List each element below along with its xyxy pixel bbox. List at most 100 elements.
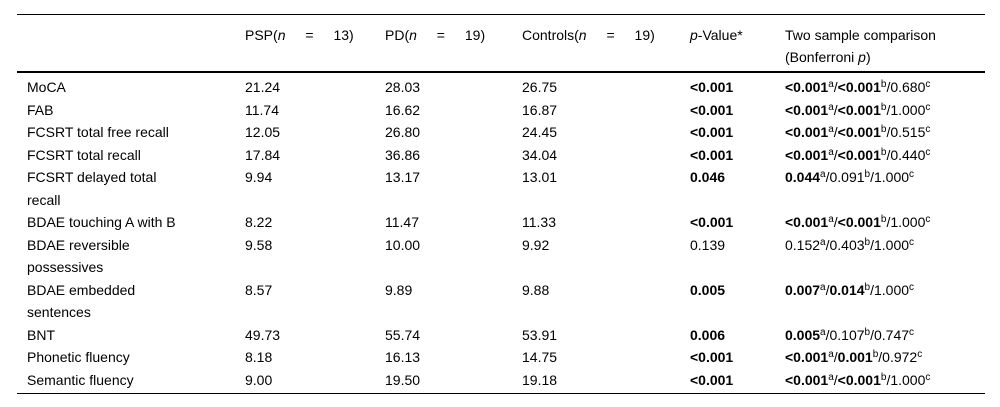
header-pd-prefix: PD( xyxy=(385,27,410,43)
comparison-superscript: a xyxy=(820,326,826,338)
p-value-text: 0.139 xyxy=(690,236,726,253)
controls-value: 9.88 xyxy=(522,281,550,298)
header-psp-prefix: PSP( xyxy=(245,27,278,43)
table-row: FAB 11.74 16.62 16.87 <0.001 <0.001a/<0.001b/… xyxy=(17,99,985,122)
comparison-part: 0.001 xyxy=(837,349,873,365)
row-label-line: Semantic fluency xyxy=(27,371,134,388)
comparison-part: 1.000 xyxy=(890,101,926,118)
row-label-line: BDAE embedded xyxy=(27,281,136,298)
comparison-superscript: c xyxy=(925,371,931,383)
header-comparison-line2: (Bonferroni p) xyxy=(785,46,985,68)
p-value: <0.001 xyxy=(690,346,785,369)
comparison-part: <0.001 xyxy=(837,146,881,163)
comparison-part: 1.000 xyxy=(874,236,910,253)
comparison-part: <0.001 xyxy=(837,371,881,388)
psp-value: 9.58 xyxy=(245,236,273,253)
comparison-superscript: c xyxy=(925,214,931,225)
comparison-part: <0.001 xyxy=(785,214,829,230)
comparison-value: <0.001a/<0.001b/0.515c xyxy=(785,124,931,140)
controls-value: 19.18 xyxy=(522,371,558,388)
comparison-superscript: c xyxy=(909,281,915,293)
pd-value: 36.86 xyxy=(385,146,421,163)
comparison-superscript: c xyxy=(909,326,915,338)
comparison-part: <0.001 xyxy=(785,124,829,140)
comparison-part: <0.001 xyxy=(785,101,829,118)
p-value-text: 0.005 xyxy=(690,281,726,298)
p-value: 0.005 xyxy=(690,279,785,324)
p-value-text: <0.001 xyxy=(690,101,734,118)
comparison-value: <0.001a/0.001b/0.972c xyxy=(785,349,923,365)
comparison-superscript: c xyxy=(917,349,923,360)
pd-value: 10.00 xyxy=(385,236,421,253)
comparison-part: 0.107 xyxy=(829,326,865,343)
psp-value: 11.74 xyxy=(245,101,279,118)
comparison-value: 0.007a/0.014b/1.000c xyxy=(785,281,915,298)
p-value: <0.001 xyxy=(690,144,785,167)
comparison-superscript: a xyxy=(828,214,834,225)
p-value-text: 0.006 xyxy=(690,326,726,343)
row-label: BNT xyxy=(17,324,245,347)
comparison-part: <0.001 xyxy=(837,124,881,140)
comparison-superscript: b xyxy=(880,124,887,135)
comparison-superscript: b xyxy=(864,281,871,293)
controls-value: 53.91 xyxy=(522,326,558,343)
comparison-superscript: a xyxy=(828,101,834,113)
header-comparison-line2-suffix: ) xyxy=(865,49,871,65)
table-row: FCSRT total recall 17.84 36.86 34.04 <0.001 <… xyxy=(17,144,985,167)
row-label-line: recall xyxy=(27,191,61,208)
row-label: BDAE touching A with B xyxy=(17,211,245,234)
comparison-superscript: b xyxy=(880,101,887,113)
table-row: Semantic fluency 9.00 19.50 19.18 <0.001 <0.0… xyxy=(17,369,985,394)
psp-value: 12.05 xyxy=(245,124,281,140)
comparison-part: 1.000 xyxy=(874,169,910,185)
row-label-line: BNT xyxy=(27,326,55,343)
header-controls-n: n xyxy=(578,27,587,43)
header-comparison-line1: Two sample comparison xyxy=(785,27,936,43)
pd-value: 13.17 xyxy=(385,169,421,185)
comparison-part: 1.000 xyxy=(874,281,910,298)
row-label-line: BDAE touching A with B xyxy=(27,214,176,230)
p-value: <0.001 xyxy=(690,211,785,234)
header-controls-count: = 19) xyxy=(586,27,655,43)
comparison-superscript: b xyxy=(880,371,887,383)
header-comparison-line2-p: p xyxy=(858,49,866,65)
comparison-superscript: a xyxy=(828,146,834,158)
row-label: MoCA xyxy=(17,72,245,99)
comparison-value: 0.152a/0.403b/1.000c xyxy=(785,236,915,253)
comparison-superscript: b xyxy=(864,236,871,248)
row-label-line: FCSRT total free recall xyxy=(27,124,169,140)
comparison-superscript: b xyxy=(880,146,887,158)
comparison-part: <0.001 xyxy=(785,146,829,163)
pd-value: 16.13 xyxy=(385,349,421,365)
comparison-value: <0.001a/<0.001b/0.680c xyxy=(785,79,931,95)
comparison-part: 1.000 xyxy=(890,214,926,230)
comparison-part: 1.000 xyxy=(890,371,926,388)
p-value: <0.001 xyxy=(690,369,785,394)
comparison-superscript: c xyxy=(925,79,931,90)
p-value-text: <0.001 xyxy=(690,371,734,388)
comparison-part: 0.007 xyxy=(785,281,821,298)
comparison-part: 0.044 xyxy=(785,169,821,185)
row-label: Semantic fluency xyxy=(17,369,245,394)
header-pvalue-rest: -Value* xyxy=(697,27,743,43)
row-label-line: MoCA xyxy=(27,79,66,95)
p-value: <0.001 xyxy=(690,121,785,144)
comparison-value: <0.001a/<0.001b/1.000c xyxy=(785,101,931,118)
pd-value: 16.62 xyxy=(385,101,421,118)
p-value-text: 0.046 xyxy=(690,169,726,185)
p-value: 0.139 xyxy=(690,234,785,279)
row-label-line: Phonetic fluency xyxy=(27,349,130,365)
header-psp: PSP(n = 13) xyxy=(245,14,385,73)
header-psp-count: = 13) xyxy=(285,27,354,43)
comparison-superscript: a xyxy=(820,169,826,180)
psp-value: 9.00 xyxy=(245,371,273,388)
header-pvalue: p-Value* xyxy=(690,14,785,73)
p-value-text: <0.001 xyxy=(690,124,734,140)
comparison-part: <0.001 xyxy=(785,371,829,388)
comparison-part: 0.403 xyxy=(829,236,865,253)
comparison-superscript: a xyxy=(828,371,834,383)
comparison-part: 0.972 xyxy=(882,349,918,365)
pd-value: 55.74 xyxy=(385,326,421,343)
header-pd: PD(n = 19) xyxy=(385,14,522,73)
table-row: FCSRT delayed total recall 9.94 13.17 13.01 0… xyxy=(17,166,985,211)
